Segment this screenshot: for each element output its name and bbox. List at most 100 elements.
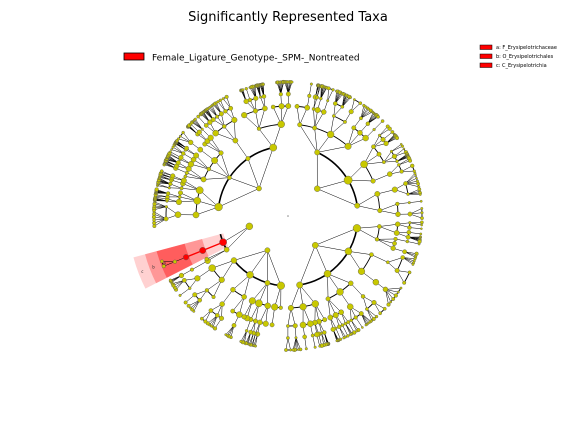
tree-edge: [379, 226, 397, 234]
taxon-node: [175, 198, 182, 205]
taxon-node: [357, 267, 366, 275]
tree-edge: [232, 274, 251, 290]
taxon-node: [395, 201, 400, 207]
taxon-node: [357, 130, 363, 136]
taxon-node: [408, 158, 413, 163]
tree-edge: [154, 206, 167, 210]
taxon-node: [207, 134, 214, 141]
taxon-node: [343, 120, 347, 124]
taxon-node: [255, 299, 263, 308]
taxon-node: [344, 247, 353, 256]
tree-edge: [186, 172, 204, 180]
taxon-node: [400, 144, 405, 148]
taxon-node: [269, 143, 278, 152]
tree-edge: [204, 143, 222, 154]
taxa-legend: a: F_Erysipelotrichaceae b: O_Erysipelot…: [479, 44, 557, 69]
taxon-node: [420, 223, 423, 227]
tree-edge: [290, 307, 296, 326]
taxon-node: [374, 237, 380, 242]
taxon-node: [181, 151, 186, 156]
taxon-node: [169, 150, 172, 154]
taxon-node: [165, 194, 170, 200]
tree-edge: [327, 273, 351, 284]
taxon-node: [152, 221, 157, 225]
taxon-node: [417, 242, 421, 246]
tree-edge: [299, 284, 316, 305]
taxon-node: [321, 109, 327, 115]
taxon-node: [374, 314, 379, 319]
tree-edge: [327, 88, 329, 101]
tree-edge: [335, 328, 341, 340]
taxa-legend-label-c: c: C_Erysipelotrichia: [496, 63, 547, 69]
tree-edge: [287, 337, 291, 351]
taxon-node: [318, 344, 322, 348]
taxon-node: [170, 173, 176, 179]
taxon-node: [164, 205, 168, 209]
tree-edge: [342, 96, 349, 107]
taxon-node: [218, 276, 225, 283]
tree-edge: [249, 250, 268, 275]
taxon-node: [284, 348, 288, 352]
taxon-node: [221, 97, 225, 101]
taxon-node: [418, 193, 422, 196]
taxon-node: [161, 264, 166, 269]
taxon-node: [294, 336, 298, 340]
taxon-node: [179, 186, 184, 191]
tree-arc: [316, 151, 359, 206]
tree-edge: [195, 119, 203, 130]
tree-edge: [327, 298, 342, 313]
taxon-node: [336, 288, 344, 296]
tree-edge: [243, 274, 251, 297]
taxon-node: [180, 177, 187, 184]
taxon-node: [340, 104, 345, 109]
clade-highlight-c: [133, 233, 229, 289]
taxon-node: [407, 201, 411, 205]
taxon-node: [211, 294, 216, 299]
taxon-node: [215, 313, 220, 318]
taxon-node: [253, 95, 259, 101]
taxon-node: [338, 309, 344, 316]
taxon-node: [389, 149, 394, 153]
tree-edge: [320, 87, 328, 99]
taxa-legend-label-a: a: F_Erysipelotrichaceae: [496, 45, 557, 51]
taxon-node: [394, 268, 400, 273]
taxon-node: [371, 299, 377, 305]
taxon-node: [188, 139, 194, 146]
taxon-node: [349, 96, 352, 99]
tree-edge: [348, 251, 362, 272]
tree-edge: [290, 284, 300, 309]
taxon-node: [204, 256, 209, 262]
taxon-node: [360, 160, 368, 169]
taxon-node: [228, 105, 234, 111]
tree-edge: [379, 223, 398, 227]
taxon-node: [407, 270, 412, 275]
tree-edge: [314, 111, 325, 129]
tree-edge: [169, 153, 181, 160]
highlighted-taxon-node: [199, 247, 207, 254]
taxon-node: [241, 88, 245, 92]
tree-edge: [317, 134, 331, 153]
taxon-node: [311, 300, 319, 308]
taxon-node: [380, 137, 386, 143]
taxon-node: [181, 130, 185, 135]
taxon-node: [244, 329, 249, 333]
taxon-node: [291, 348, 295, 352]
taxon-node: [343, 175, 353, 185]
tree-edge: [233, 250, 268, 261]
taxon-node: [196, 129, 202, 135]
taxon-node: [224, 333, 228, 337]
taxon-node: [395, 159, 399, 164]
taxon-node: [386, 302, 391, 307]
tree-edge: [207, 140, 222, 154]
root-node: [287, 215, 289, 217]
tree-edge: [195, 155, 210, 170]
class-legend-label: Female_Ligature_Genotype-_SPM-_Nontreate…: [152, 54, 360, 64]
taxon-node: [402, 280, 407, 285]
tree-edge: [221, 289, 234, 305]
taxon-node: [262, 320, 269, 327]
tree-edge: [314, 110, 318, 128]
taxon-node: [304, 347, 308, 351]
tree-edge: [376, 239, 394, 249]
